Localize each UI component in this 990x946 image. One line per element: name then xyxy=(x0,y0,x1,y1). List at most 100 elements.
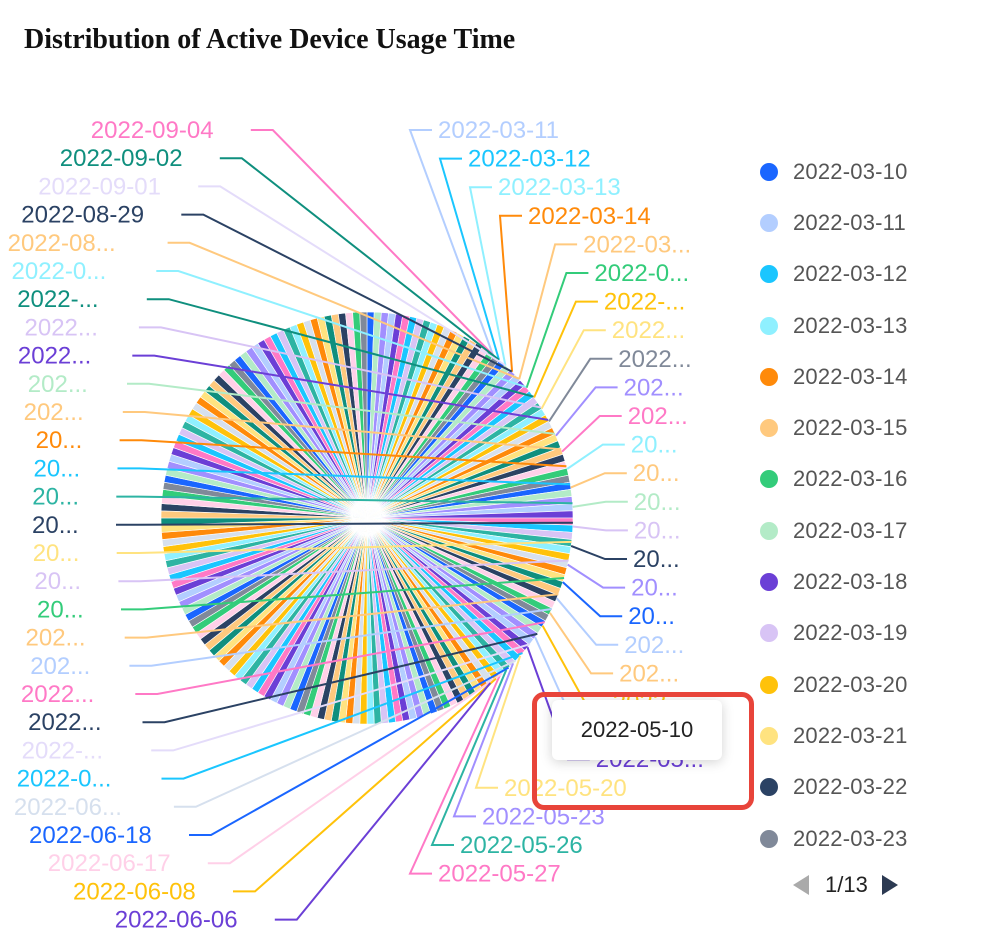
legend-item[interactable]: 2022-03-20 xyxy=(760,659,980,710)
leader-line xyxy=(127,382,556,435)
leader-line xyxy=(408,129,494,356)
slice-label: 2022... xyxy=(18,343,91,370)
leader-line xyxy=(118,559,569,583)
legend-dot-icon xyxy=(760,829,778,848)
leader-line xyxy=(452,662,515,818)
slice-label: 2022-09-02 xyxy=(60,145,183,172)
legend-item[interactable]: 2022-03-22 xyxy=(760,762,980,813)
leader-line xyxy=(189,666,510,836)
slice-label: 2022-... xyxy=(17,286,98,313)
legend-label: 2022-03-18 xyxy=(793,569,908,595)
legend-item[interactable]: 2022-03-14 xyxy=(760,351,980,402)
leader-line xyxy=(198,185,506,367)
leader-line xyxy=(468,186,507,366)
legend-item[interactable]: 2022-03-10 xyxy=(760,146,980,197)
slice-label: 20... xyxy=(33,540,80,567)
legend-item[interactable]: 2022-03-19 xyxy=(760,608,980,659)
leader-line xyxy=(142,632,538,724)
legend-dot-icon xyxy=(760,573,778,592)
legend-label: 2022-03-19 xyxy=(793,620,908,646)
leader-line xyxy=(233,677,497,893)
slice-label: 202... xyxy=(30,653,90,680)
legend-label: 2022-03-14 xyxy=(793,363,908,389)
next-page-icon[interactable] xyxy=(881,875,898,895)
chart-title: Distribution of Active Device Usage Time xyxy=(24,24,516,55)
legend-item[interactable]: 2022-03-21 xyxy=(760,710,980,761)
leader-line xyxy=(167,241,520,380)
slice-label: 2022... xyxy=(612,317,685,344)
leader-line xyxy=(119,439,567,468)
legend-label: 2022-03-20 xyxy=(793,671,908,697)
legend-dot-icon xyxy=(760,316,778,335)
legend-label: 2022-03-23 xyxy=(793,825,908,851)
legend-item[interactable]: 2022-03-11 xyxy=(760,197,980,248)
leader-line xyxy=(116,540,572,554)
slice-label: 20... xyxy=(32,512,79,539)
leader-line xyxy=(129,608,552,667)
leader-line xyxy=(572,525,628,532)
legend-item[interactable]: 2022-03-16 xyxy=(760,454,980,505)
slice-label: 202... xyxy=(628,403,688,430)
prev-page-icon[interactable] xyxy=(793,875,809,895)
slice-label: 2022-03-13 xyxy=(498,174,621,201)
legend-dot-icon xyxy=(760,521,778,540)
leader-line xyxy=(570,544,627,560)
leader-line xyxy=(549,612,614,675)
slice-label: 2022-06-17 xyxy=(48,850,171,877)
slice-label: 2022-06-06 xyxy=(115,907,238,934)
slice-label: 2022-08... xyxy=(8,230,116,257)
legend-label: 2022-03-22 xyxy=(793,774,908,800)
slice-label: 2022-09-04 xyxy=(91,117,214,144)
legend-dot-icon xyxy=(760,470,778,489)
legend-label: 2022-03-17 xyxy=(793,517,908,543)
legend-dot-icon xyxy=(760,726,778,745)
leader-line xyxy=(122,411,562,451)
leader-line xyxy=(474,655,522,789)
legend-label: 2022-03-21 xyxy=(793,722,908,748)
leader-line xyxy=(132,354,549,421)
leader-line xyxy=(181,213,513,373)
slice-label: 20... xyxy=(34,455,81,482)
leader-line xyxy=(540,329,606,410)
label-leader-lines xyxy=(116,129,628,921)
legend-item[interactable]: 2022-03-12 xyxy=(760,249,980,300)
leader-line xyxy=(570,472,627,489)
slice-label: 202... xyxy=(24,399,84,426)
slice-label: 2022-08-29 xyxy=(21,202,144,229)
slice-label: 2022-03-12 xyxy=(468,146,591,173)
slice-label: 2022... xyxy=(21,681,94,708)
leader-line xyxy=(117,467,571,486)
legend-item[interactable]: 2022-03-23 xyxy=(760,813,980,864)
legend-dot-icon xyxy=(760,419,778,438)
legend-dot-icon xyxy=(760,367,778,386)
legend-dot-icon xyxy=(760,265,778,284)
legend-label: 2022-03-10 xyxy=(793,158,908,184)
leader-line xyxy=(274,682,492,921)
slice-label: 2022-... xyxy=(22,737,103,764)
slice-label: 2022-05-20 xyxy=(504,775,627,802)
slice-label: 2022-06-18 xyxy=(29,822,152,849)
leader-line xyxy=(430,669,508,846)
slice-label: 202... xyxy=(619,660,679,687)
leader-line xyxy=(438,157,500,361)
leader-line xyxy=(138,326,542,409)
legend-item[interactable]: 2022-03-18 xyxy=(760,556,980,607)
legend-item[interactable]: 2022-03-13 xyxy=(760,300,980,351)
slice-label: 20... xyxy=(32,484,79,511)
leader-line xyxy=(173,659,516,808)
leader-line xyxy=(124,593,559,639)
leader-line xyxy=(567,563,626,589)
slice-label: 20... xyxy=(633,546,680,573)
slice-label: 2022-05-23 xyxy=(482,803,605,830)
slice-label: 20... xyxy=(634,517,681,544)
slice-label: 2022-0... xyxy=(17,766,112,793)
slice-label: 2022-0... xyxy=(12,258,107,285)
leader-line xyxy=(572,500,628,508)
slice-label: 2022... xyxy=(618,346,691,373)
legend-item[interactable]: 2022-03-15 xyxy=(760,402,980,453)
legend-item[interactable]: 2022-03-17 xyxy=(760,505,980,556)
leader-line xyxy=(207,672,503,865)
leader-line xyxy=(541,625,607,703)
leader-line xyxy=(518,243,578,380)
